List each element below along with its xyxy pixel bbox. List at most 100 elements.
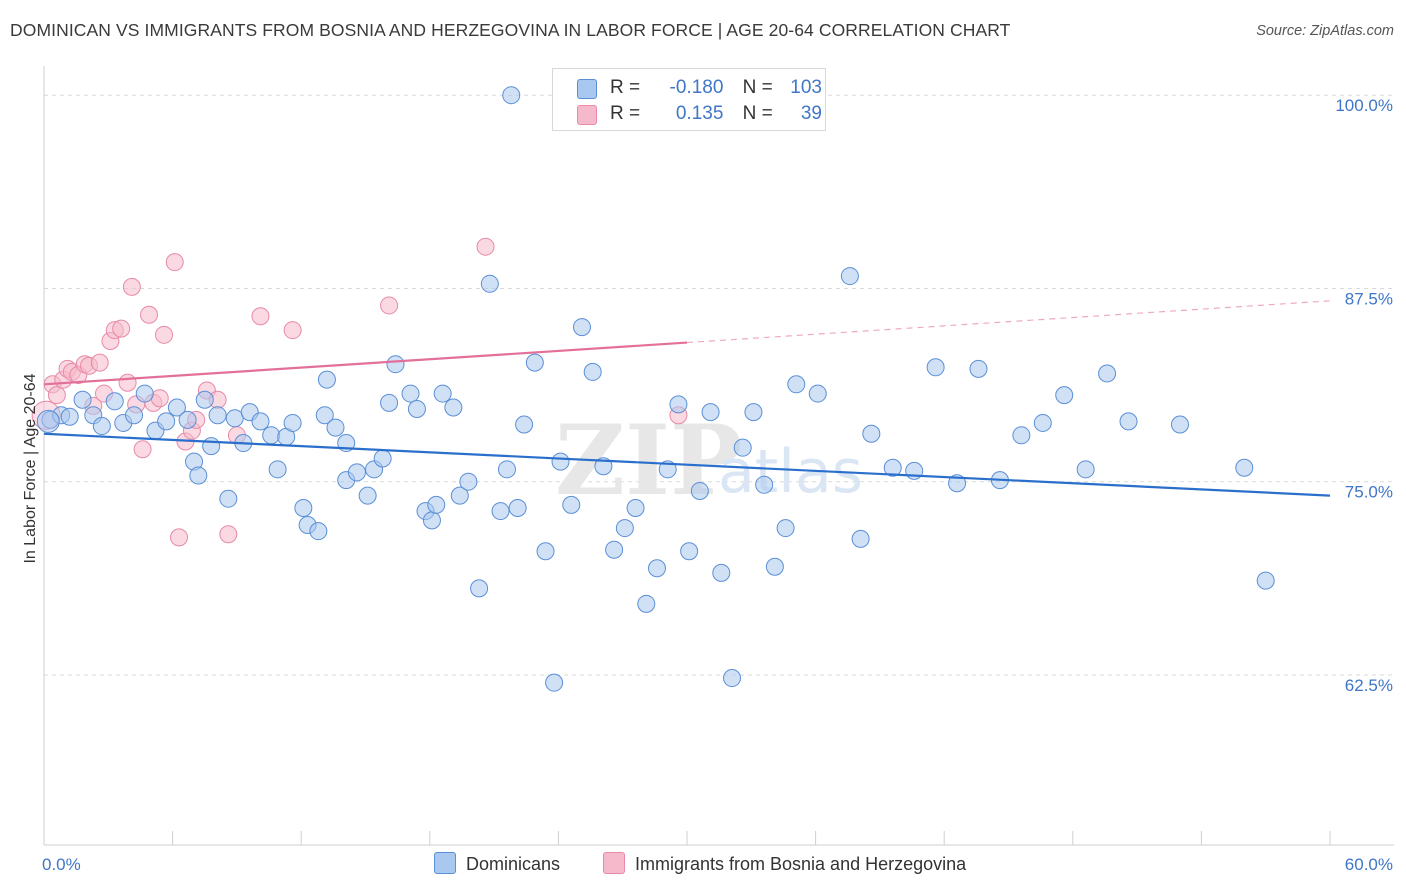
legend-swatch-pink — [577, 105, 597, 125]
legend-row-bosnia: R = 0.135 N = 39 — [553, 101, 825, 127]
data-point-dominicans — [969, 359, 988, 378]
data-point-dominicans — [712, 563, 731, 582]
data-point-dominicans — [926, 358, 945, 377]
data-point-dominicans — [315, 406, 334, 425]
data-point-dominicans — [1119, 412, 1138, 431]
data-point-bosnia — [251, 307, 270, 326]
data-point-dominicans — [407, 400, 426, 419]
data-point-dominicans — [380, 393, 399, 412]
data-point-dominicans — [572, 318, 591, 337]
data-point-dominicans — [1012, 426, 1031, 445]
data-point-dominicans — [658, 460, 677, 479]
y-tick-label: 62.5% — [1345, 676, 1393, 695]
legend-r-label: R = — [610, 77, 641, 98]
data-point-dominicans — [1235, 458, 1254, 477]
data-point-dominicans — [251, 412, 270, 431]
data-point-dominicans — [840, 267, 859, 286]
data-point-dominicans — [551, 452, 570, 471]
data-point-dominicans — [851, 529, 870, 548]
legend-r-label: R = — [610, 103, 641, 124]
data-point-dominicans — [1076, 460, 1095, 479]
data-point-dominicans — [401, 384, 420, 403]
legend-swatch-pink — [603, 852, 625, 874]
data-point-dominicans — [219, 489, 238, 508]
data-point-dominicans — [1170, 415, 1189, 434]
data-point-dominicans — [525, 353, 544, 372]
legend-label-dominicans: Dominicans — [466, 854, 561, 874]
data-point-bosnia — [90, 353, 109, 372]
data-point-dominicans — [326, 418, 345, 437]
data-point-bosnia — [219, 525, 238, 544]
data-point-dominicans — [1055, 386, 1074, 405]
data-point-dominicans — [1256, 571, 1275, 590]
data-point-dominicans — [208, 406, 227, 425]
data-point-dominicans — [647, 559, 666, 578]
legend-r-value: -0.180 — [669, 77, 724, 98]
data-point-dominicans — [268, 460, 287, 479]
x-tick-label: 0.0% — [42, 855, 81, 874]
data-point-dominicans — [765, 557, 784, 576]
chart-title: DOMINICAN VS IMMIGRANTS FROM BOSNIA AND … — [10, 20, 1011, 40]
data-point-dominicans — [862, 424, 881, 443]
data-point-dominicans — [723, 669, 742, 688]
data-point-dominicans — [480, 274, 499, 293]
data-point-dominicans — [433, 384, 452, 403]
data-point-bosnia — [380, 296, 399, 315]
data-point-bosnia — [122, 277, 141, 296]
data-point-bosnia — [140, 305, 159, 324]
chart-source: Source: ZipAtlas.com — [1256, 23, 1394, 39]
data-point-dominicans — [545, 673, 564, 692]
legend-n-value: 103 — [790, 77, 822, 98]
data-point-dominicans — [883, 458, 902, 477]
data-point-bosnia — [283, 321, 302, 340]
data-point-dominicans — [1098, 364, 1117, 383]
data-point-dominicans — [776, 519, 795, 538]
legend-r-value: 0.135 — [675, 103, 724, 124]
x-tick-label: 60.0% — [1345, 855, 1393, 874]
data-point-dominicans — [262, 426, 281, 445]
legend-row-dominicans: R = -0.180 N = 103 — [553, 75, 825, 101]
correlation-legend: R = -0.180 N = 103 R = 0.135 N = 39 — [552, 68, 826, 131]
data-point-dominicans — [92, 417, 111, 436]
data-point-dominicans — [202, 437, 221, 456]
legend-n-label: N = — [742, 103, 773, 124]
data-point-dominicans — [733, 438, 752, 457]
data-point-bosnia — [155, 325, 174, 344]
data-point-dominicans — [427, 495, 446, 514]
legend-item-dominicans: Dominicans — [434, 852, 560, 875]
y-tick-label: 75.0% — [1345, 483, 1393, 502]
data-point-bosnia — [165, 253, 184, 272]
legend-n-label: N = — [742, 77, 773, 98]
data-point-dominicans — [808, 384, 827, 403]
data-point-dominicans — [317, 370, 336, 389]
y-tick-label: 87.5% — [1345, 289, 1393, 308]
data-point-dominicans — [536, 542, 555, 561]
data-point-dominicans — [583, 362, 602, 381]
series-dominicans-points — [36, 86, 1275, 692]
legend-item-bosnia: Immigrants from Bosnia and Herzegovina — [603, 852, 966, 875]
data-point-dominicans — [626, 498, 645, 517]
legend-swatch-blue — [577, 79, 597, 99]
data-point-dominicans — [167, 398, 186, 417]
data-point-bosnia — [118, 373, 137, 392]
data-point-dominicans — [680, 542, 699, 561]
trend-line-bosnia-extension — [686, 300, 1331, 344]
trend-line-dominicans — [43, 432, 1331, 497]
data-point-bosnia — [47, 386, 66, 405]
data-point-bosnia — [133, 440, 152, 459]
data-point-dominicans — [594, 457, 613, 476]
data-point-bosnia — [150, 389, 169, 408]
trend-lines — [43, 300, 1331, 497]
y-axis-title: In Labor Force | Age 20-64 — [22, 373, 39, 563]
data-point-dominicans — [294, 498, 313, 517]
data-point-dominicans — [225, 409, 244, 428]
data-point-dominicans — [787, 375, 806, 394]
data-point-dominicans — [373, 449, 392, 468]
data-point-dominicans — [605, 540, 624, 559]
data-point-dominicans — [125, 406, 144, 425]
data-point-dominicans — [755, 475, 774, 494]
data-point-dominicans — [60, 407, 79, 426]
data-point-dominicans — [502, 86, 521, 105]
data-point-dominicans — [637, 594, 656, 613]
